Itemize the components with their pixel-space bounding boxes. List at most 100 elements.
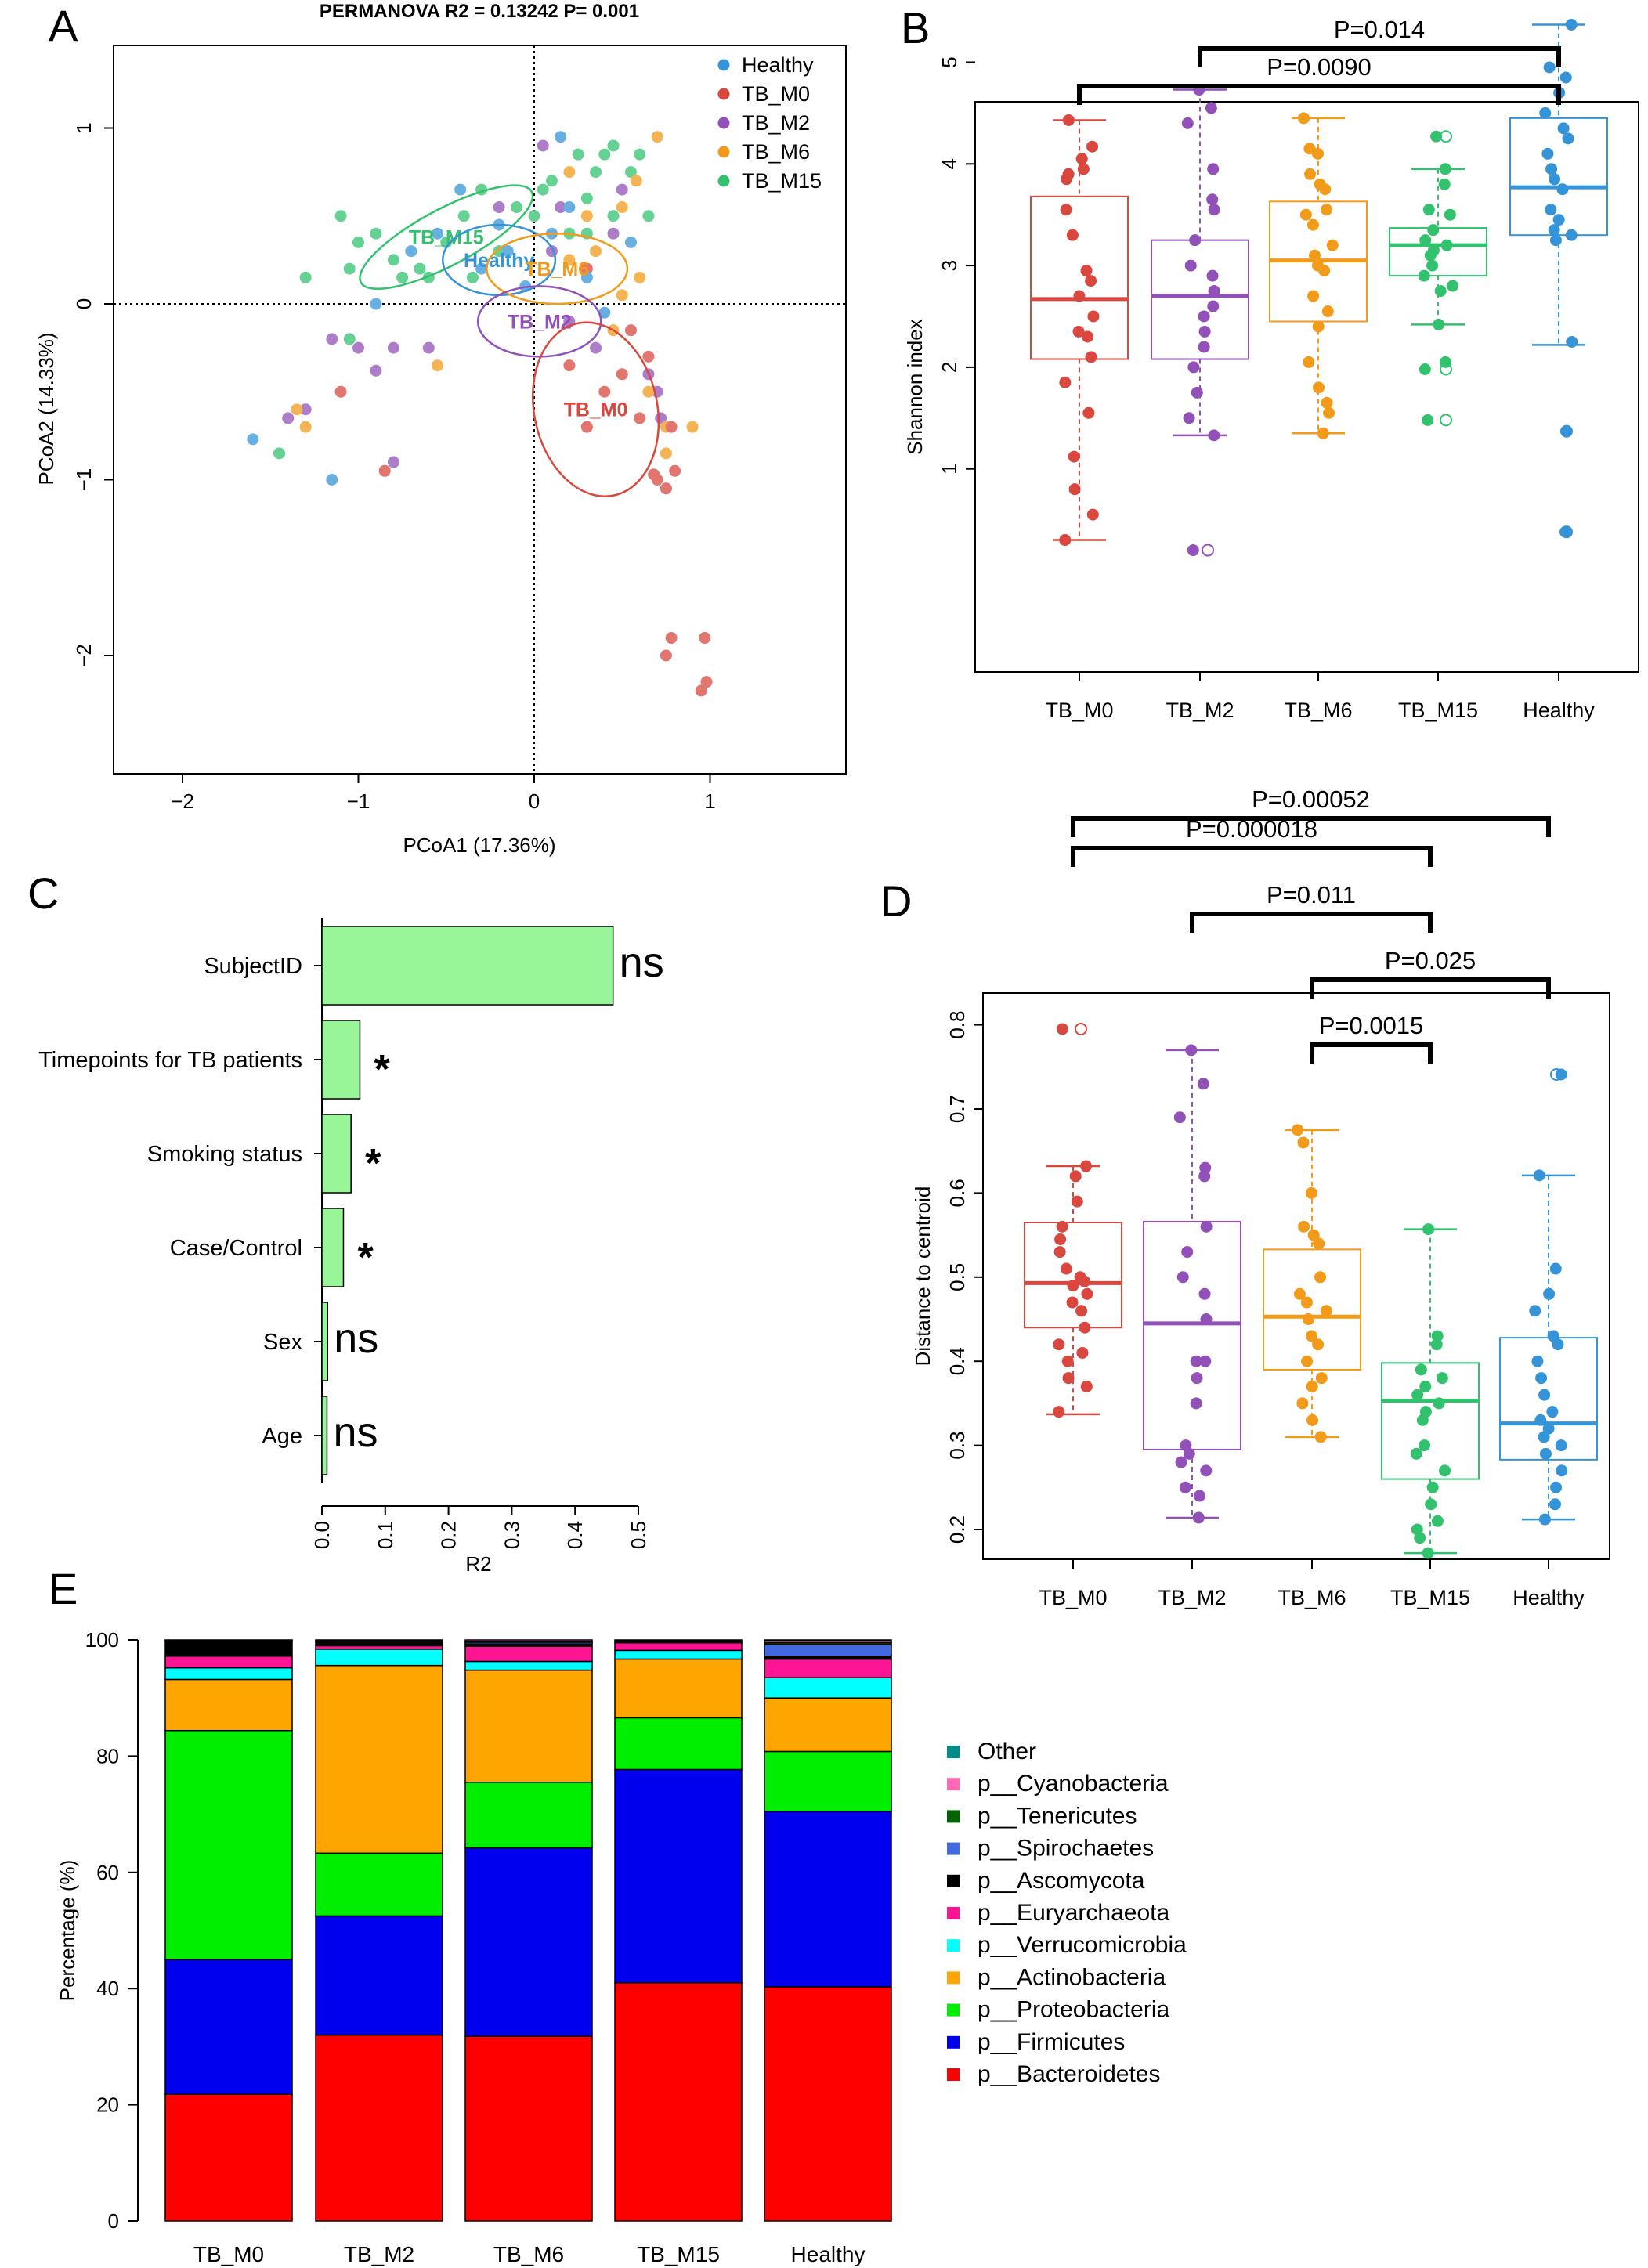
y-axis-label: Percentage (%) (56, 1860, 79, 2002)
scatter-point-tb-m0 (665, 632, 678, 645)
data-point-tb-m15 (1438, 178, 1451, 190)
ellipse-tb-m2 (476, 285, 602, 358)
legend-label-p-spirochaetes: p__Spirochaetes (978, 1836, 1154, 1862)
stack-segment-p-bacteroidetes (464, 2035, 593, 2222)
data-point-tb-m0 (1082, 406, 1095, 419)
y-tick-label: 0.8 (945, 1011, 969, 1039)
data-point-tb-m0 (1082, 330, 1094, 343)
data-point-tb-m15 (1410, 1447, 1422, 1460)
data-point-tb-m2 (1184, 259, 1197, 272)
scatter-point-tb-m15 (607, 210, 620, 222)
scatter-point-tb-m15 (457, 210, 470, 222)
outlier-tb-m15 (1440, 414, 1452, 427)
panel-d-distance-boxplot: 0.2 0.3 0.4 0.5 0.6 0.7 0.8 Distance to centroi… (911, 785, 1610, 1609)
data-point-healthy (1541, 147, 1554, 160)
y-axis-label: Distance to centroid (911, 1186, 934, 1367)
data-point-tb-m0 (1080, 1160, 1093, 1172)
legend-swatch-p-bacteroidetes (947, 2068, 960, 2081)
ellipse-label-tb-m0: TB_M0 (564, 399, 628, 421)
legend-swatch-p-spirochaetes (947, 1842, 960, 1855)
data-point-healthy (1565, 18, 1578, 31)
scatter-point-healthy (370, 298, 382, 310)
r2-bar-age (321, 1396, 328, 1475)
scatter-point-tb-m2 (616, 183, 628, 196)
data-point-tb-m6 (1312, 320, 1325, 333)
scatter-point-tb-m15 (642, 210, 655, 222)
scatter-point-tb-m15 (607, 139, 620, 152)
data-point-tb-m6 (1314, 1431, 1327, 1443)
stack-segment-p-cyanobacteria (315, 1639, 443, 1641)
data-point-healthy (1549, 1498, 1562, 1511)
data-point-tb-m0 (1053, 1246, 1066, 1259)
r2-bar-subjectid (321, 926, 614, 1006)
data-point-healthy (1539, 1447, 1552, 1460)
x-tick-label: TB_M15 (637, 2242, 720, 2266)
y-tick-label: 3 (938, 260, 961, 271)
data-point-tb-m2 (1207, 300, 1220, 312)
legend-swatch-p-cyanobacteria (947, 1778, 960, 1791)
data-point-healthy (1545, 163, 1558, 175)
data-point-tb-m15 (1419, 234, 1432, 247)
data-point-tb-m15 (1411, 1389, 1424, 1401)
panel-a-pcoa-scatter: PERMANOVA R2 = 0.13242 P= 0.001 −2 −1 0 1 −2 −… (34, 1, 847, 857)
data-point-tb-m6 (1300, 1296, 1313, 1309)
data-point-tb-m0 (1066, 1296, 1079, 1309)
legend-swatch-p-euryarchaeota (947, 1907, 960, 1919)
y-axis-label: PCoA2 (14.33%) (34, 332, 58, 485)
data-point-tb-m6 (1297, 1136, 1310, 1149)
data-point-tb-m15 (1436, 1372, 1448, 1385)
scatter-point-tb-m0 (665, 421, 678, 433)
stack-segment-p-firmicutes (315, 1915, 443, 2036)
data-point-healthy (1555, 1439, 1567, 1452)
x-tick-label: TB_M0 (193, 2242, 264, 2266)
data-point-tb-m15 (1430, 1338, 1443, 1351)
data-point-tb-m0 (1066, 229, 1079, 241)
box-tb-m15 (1381, 1362, 1480, 1480)
data-point-tb-m6 (1299, 208, 1312, 221)
scatter-point-tb-m6 (563, 254, 576, 266)
data-point-tb-m2 (1191, 386, 1203, 399)
data-point-tb-m2 (1187, 361, 1200, 374)
data-point-tb-m15 (1431, 1330, 1444, 1342)
scatter-point-tb-m2 (370, 364, 382, 377)
stack-segment-p-actinobacteria (315, 1664, 443, 1854)
data-point-tb-m2 (1200, 1220, 1213, 1233)
data-point-healthy (1543, 1287, 1556, 1300)
scatter-point-tb-m2 (282, 412, 295, 424)
data-point-tb-m6 (1306, 1380, 1318, 1392)
data-point-tb-m6 (1307, 290, 1320, 302)
data-point-tb-m6 (1298, 112, 1310, 125)
ellipse-label-healthy: Healthy (464, 250, 534, 272)
scatter-point-tb-m2 (387, 456, 399, 468)
data-point-tb-m15 (1422, 414, 1434, 426)
data-point-tb-m15 (1439, 163, 1451, 175)
data-point-tb-m15 (1425, 1498, 1437, 1511)
bar-category-label: Case/Control (170, 1236, 302, 1261)
data-point-healthy (1549, 173, 1561, 186)
data-point-tb-m6 (1306, 1414, 1318, 1426)
scatter-point-tb-m2 (537, 139, 549, 152)
stack-segment-p-bacteroidetes (164, 2093, 293, 2222)
stack-segment-p-euryarchaeota (164, 1656, 293, 1669)
stack-segment-p-actinobacteria (614, 1658, 743, 1719)
x-tick-label: TB_M15 (1390, 1586, 1470, 1609)
scatter-point-tb-m15 (396, 271, 409, 284)
data-point-tb-m2 (1190, 1355, 1202, 1367)
panel-label-a: A (49, 1, 78, 50)
x-tick-label: TB_M15 (1398, 699, 1478, 722)
legend-label-tb-m0: TB_M0 (742, 82, 810, 106)
panel-label-c: C (27, 869, 59, 918)
data-point-healthy (1556, 183, 1569, 196)
data-point-tb-m15 (1430, 130, 1443, 143)
significance-bracket (1198, 46, 1561, 67)
data-point-tb-m15 (1415, 1363, 1427, 1376)
significance-mark: ns (334, 1315, 378, 1362)
data-point-tb-m2 (1198, 1170, 1211, 1183)
data-point-tb-m0 (1056, 1023, 1068, 1035)
legend-label-tb-m6: TB_M6 (742, 140, 810, 164)
scatter-point-healthy (555, 131, 567, 143)
data-point-tb-m6 (1320, 1305, 1332, 1317)
data-point-tb-m6 (1293, 1287, 1306, 1300)
x-tick-label: TB_M6 (493, 2242, 564, 2266)
data-point-tb-m0 (1080, 1380, 1093, 1392)
